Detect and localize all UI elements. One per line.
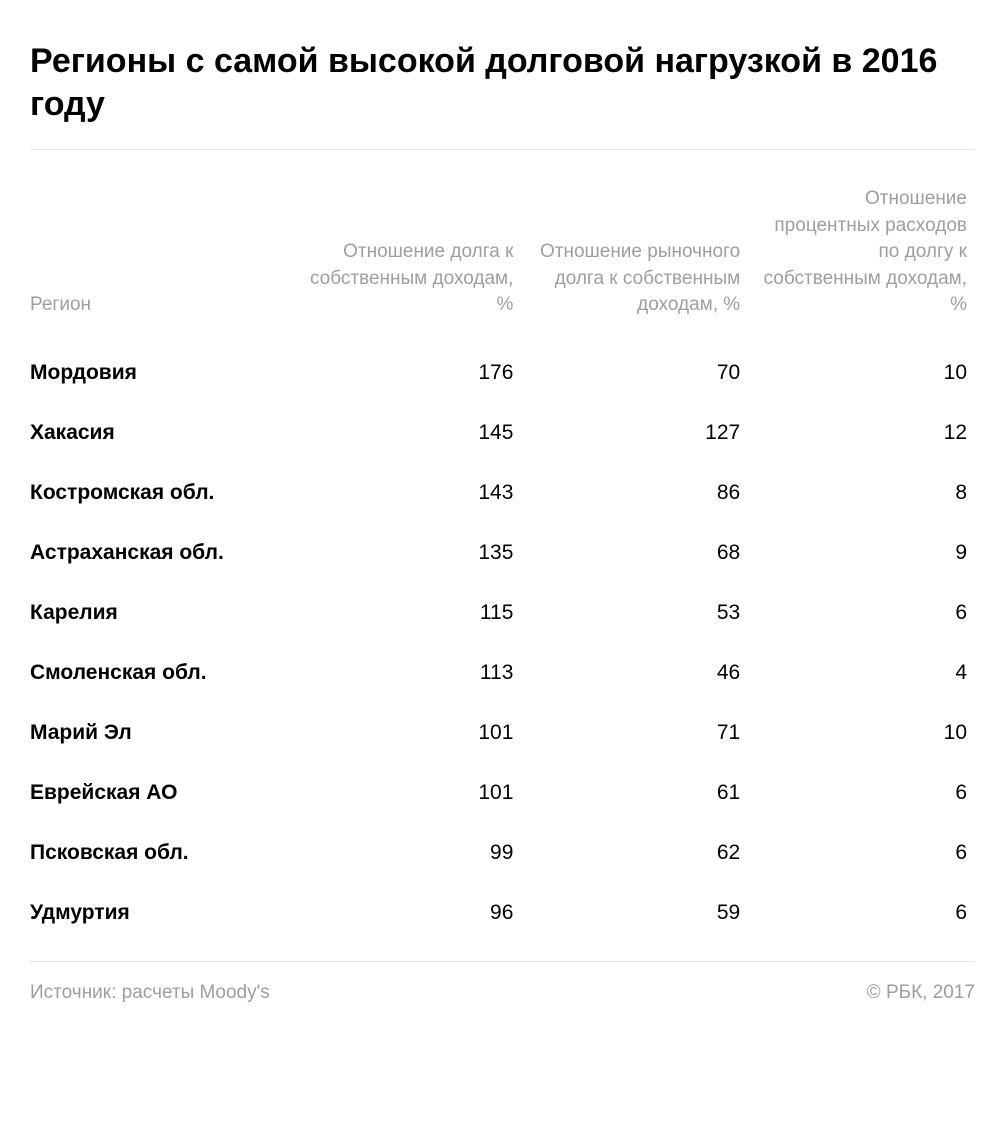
- cell-market-debt-ratio: 46: [521, 643, 748, 703]
- cell-market-debt-ratio: 127: [521, 403, 748, 463]
- cell-region: Костромская обл.: [30, 463, 295, 523]
- title-divider: [30, 149, 975, 150]
- cell-market-debt-ratio: 62: [521, 823, 748, 883]
- cell-market-debt-ratio: 53: [521, 583, 748, 643]
- col-header-market-debt-ratio: Отношение рыночного долга к собственным …: [521, 186, 748, 343]
- cell-interest-ratio: 6: [748, 823, 975, 883]
- table-row: Псковская обл.99626: [30, 823, 975, 883]
- col-header-debt-ratio: Отношение долга к собственным доходам, %: [295, 186, 522, 343]
- table-row: Смоленская обл.113464: [30, 643, 975, 703]
- cell-region: Карелия: [30, 583, 295, 643]
- table-row: Астраханская обл.135689: [30, 523, 975, 583]
- col-header-region: Регион: [30, 186, 295, 343]
- cell-debt-ratio: 145: [295, 403, 522, 463]
- cell-market-debt-ratio: 71: [521, 703, 748, 763]
- cell-interest-ratio: 10: [748, 343, 975, 403]
- cell-debt-ratio: 113: [295, 643, 522, 703]
- cell-debt-ratio: 176: [295, 343, 522, 403]
- cell-debt-ratio: 115: [295, 583, 522, 643]
- page-title: Регионы с самой высокой долговой нагрузк…: [30, 40, 975, 125]
- cell-interest-ratio: 6: [748, 883, 975, 943]
- cell-region: Удмуртия: [30, 883, 295, 943]
- cell-market-debt-ratio: 86: [521, 463, 748, 523]
- cell-region: Псковская обл.: [30, 823, 295, 883]
- cell-interest-ratio: 12: [748, 403, 975, 463]
- cell-region: Смоленская обл.: [30, 643, 295, 703]
- cell-interest-ratio: 4: [748, 643, 975, 703]
- footer-copyright: © РБК, 2017: [867, 982, 975, 1004]
- debt-table: Регион Отношение долга к собственным дох…: [30, 186, 975, 943]
- cell-market-debt-ratio: 59: [521, 883, 748, 943]
- table-body: Мордовия1767010Хакасия14512712Костромска…: [30, 343, 975, 943]
- cell-debt-ratio: 101: [295, 763, 522, 823]
- cell-interest-ratio: 6: [748, 583, 975, 643]
- cell-region: Еврейская АО: [30, 763, 295, 823]
- table-row: Марий Эл1017110: [30, 703, 975, 763]
- table-header: Регион Отношение долга к собственным дох…: [30, 186, 975, 343]
- cell-region: Хакасия: [30, 403, 295, 463]
- cell-interest-ratio: 8: [748, 463, 975, 523]
- table-row: Карелия115536: [30, 583, 975, 643]
- table-row: Еврейская АО101616: [30, 763, 975, 823]
- cell-debt-ratio: 101: [295, 703, 522, 763]
- footer: Источник: расчеты Moody's © РБК, 2017: [30, 982, 975, 1004]
- table-row: Хакасия14512712: [30, 403, 975, 463]
- table-row: Мордовия1767010: [30, 343, 975, 403]
- cell-region: Марий Эл: [30, 703, 295, 763]
- cell-debt-ratio: 99: [295, 823, 522, 883]
- cell-debt-ratio: 96: [295, 883, 522, 943]
- bottom-divider: [30, 961, 975, 962]
- cell-debt-ratio: 143: [295, 463, 522, 523]
- table-row: Удмуртия96596: [30, 883, 975, 943]
- cell-debt-ratio: 135: [295, 523, 522, 583]
- cell-market-debt-ratio: 70: [521, 343, 748, 403]
- cell-interest-ratio: 10: [748, 703, 975, 763]
- footer-source: Источник: расчеты Moody's: [30, 982, 270, 1004]
- cell-market-debt-ratio: 61: [521, 763, 748, 823]
- page-container: Регионы с самой высокой долговой нагрузк…: [0, 0, 1005, 1034]
- table-row: Костромская обл.143868: [30, 463, 975, 523]
- cell-interest-ratio: 9: [748, 523, 975, 583]
- cell-interest-ratio: 6: [748, 763, 975, 823]
- cell-market-debt-ratio: 68: [521, 523, 748, 583]
- cell-region: Мордовия: [30, 343, 295, 403]
- col-header-interest-ratio: Отношение процентных расходов по долгу к…: [748, 186, 975, 343]
- cell-region: Астраханская обл.: [30, 523, 295, 583]
